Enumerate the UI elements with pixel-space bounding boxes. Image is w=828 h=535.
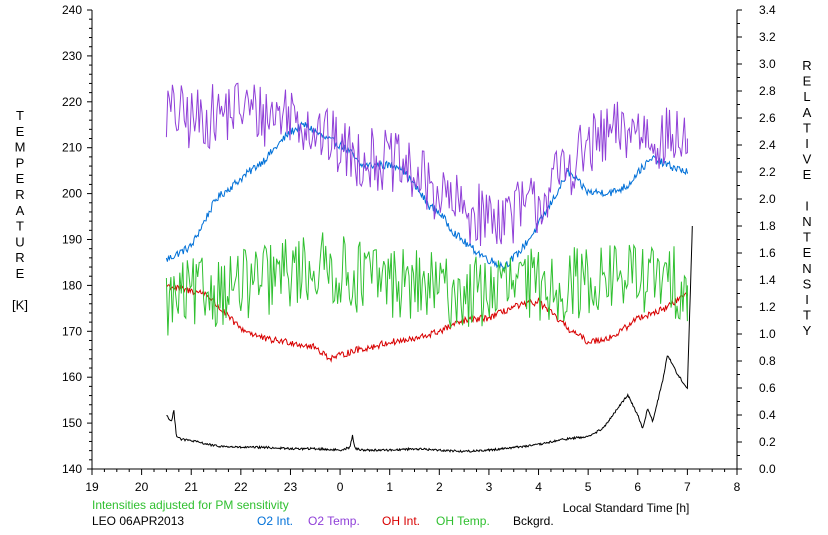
right-tick-label: 3.2	[759, 30, 776, 44]
right-tick-label: 3.0	[759, 57, 776, 71]
x-tick-label: 7	[684, 480, 691, 494]
right-tick-label: 0.4	[759, 408, 776, 422]
right-axis-title-letter: I	[805, 292, 809, 307]
right-tick-label: 2.0	[759, 192, 776, 206]
legend-entry: OH Temp.	[436, 514, 490, 528]
x-tick-label: 0	[337, 480, 344, 494]
x-tick-label: 3	[486, 480, 493, 494]
x-tick-label: 23	[284, 480, 298, 494]
left-tick-label: 210	[62, 141, 82, 155]
left-axis-title-letter: P	[16, 155, 25, 170]
right-tick-label: 1.8	[759, 219, 776, 233]
x-tick-label: 20	[135, 480, 149, 494]
left-axis-title-letter: A	[16, 203, 25, 218]
right-axis-title-letter: I	[805, 136, 809, 151]
right-axis-title-letter: N	[802, 261, 811, 276]
right-tick-label: 3.4	[759, 3, 776, 17]
x-tick-label: 4	[535, 480, 542, 494]
left-axis-title-letter: M	[15, 140, 26, 155]
left-axis-title-letter: U	[15, 234, 24, 249]
pm-sensitivity-note: Intensities adjusted for PM sensitivity	[92, 498, 289, 512]
right-tick-label: 0.2	[759, 435, 776, 449]
right-axis-title-letter: L	[803, 89, 810, 104]
legend-entry: Bckgrd.	[513, 514, 554, 528]
series-line-oh-int	[166, 284, 688, 363]
left-tick-label: 180	[62, 278, 82, 292]
right-tick-label: 1.4	[759, 273, 776, 287]
left-axis-title-letter: [K]	[12, 298, 28, 313]
left-tick-label: 200	[62, 187, 82, 201]
left-tick-label: 240	[62, 3, 82, 17]
x-tick-label: 5	[585, 480, 592, 494]
series-line-o2-temp	[165, 82, 688, 247]
right-tick-label: 0.0	[759, 462, 776, 476]
right-axis-title-letter: E	[803, 167, 812, 182]
right-tick-label: 1.6	[759, 246, 776, 260]
right-axis-title-letter: I	[805, 198, 809, 213]
left-axis-title-letter: R	[15, 187, 24, 202]
left-tick-label: 160	[62, 370, 82, 384]
left-axis-title-letter: R	[15, 250, 24, 265]
left-tick-label: 190	[62, 233, 82, 247]
right-tick-label: 1.2	[759, 300, 776, 314]
labels-group: 1401501601701801902002102202302400.00.20…	[12, 3, 812, 528]
left-axis-title-letter: E	[16, 124, 25, 139]
series-group	[165, 82, 693, 454]
x-tick-label: 2	[436, 480, 443, 494]
right-tick-label: 2.2	[759, 165, 776, 179]
right-axis-title-letter: T	[803, 230, 811, 245]
series-line-bckgrd	[166, 225, 693, 454]
right-axis-title-letter: V	[803, 152, 812, 167]
right-axis-title-letter: E	[803, 245, 812, 260]
right-axis-title-letter: Y	[803, 323, 812, 338]
x-tick-label: 19	[85, 480, 99, 494]
left-axis-title-letter: E	[16, 266, 25, 281]
x-tick-label: 22	[234, 480, 248, 494]
legend-entry: OH Int.	[382, 514, 420, 528]
left-tick-label: 150	[62, 416, 82, 430]
left-tick-label: 220	[62, 95, 82, 109]
right-axis-title-letter: N	[802, 214, 811, 229]
x-axis-label: Local Standard Time [h]	[563, 501, 690, 515]
right-tick-label: 0.8	[759, 354, 776, 368]
axes	[87, 9, 742, 475]
left-axis-title-letter: E	[16, 171, 25, 186]
x-tick-label: 1	[386, 480, 393, 494]
right-axis-title-letter: E	[803, 74, 812, 89]
left-tick-label: 140	[62, 462, 82, 476]
left-axis-title-letter: T	[16, 108, 24, 123]
x-tick-label: 6	[634, 480, 641, 494]
right-axis-title-letter: T	[803, 308, 811, 323]
series-line-oh-temp	[165, 232, 688, 336]
right-axis-title-letter: A	[803, 105, 812, 120]
left-axis-title-letter: T	[16, 219, 24, 234]
x-tick-label: 21	[185, 480, 199, 494]
right-axis-title-letter: T	[803, 120, 811, 135]
right-tick-label: 2.6	[759, 111, 776, 125]
legend-entry: O2 Int.	[257, 514, 293, 528]
right-tick-label: 1.0	[759, 327, 776, 341]
legend-entry: O2 Temp.	[308, 514, 360, 528]
left-tick-label: 230	[62, 49, 82, 63]
right-axis-title-letter: R	[802, 58, 811, 73]
left-tick-label: 170	[62, 324, 82, 338]
right-tick-label: 0.6	[759, 381, 776, 395]
right-axis-title-letter: S	[803, 276, 812, 291]
right-tick-label: 2.8	[759, 84, 776, 98]
right-tick-label: 2.4	[759, 138, 776, 152]
x-tick-label: 8	[734, 480, 741, 494]
station-date-label: LEO 06APR2013	[92, 514, 184, 528]
